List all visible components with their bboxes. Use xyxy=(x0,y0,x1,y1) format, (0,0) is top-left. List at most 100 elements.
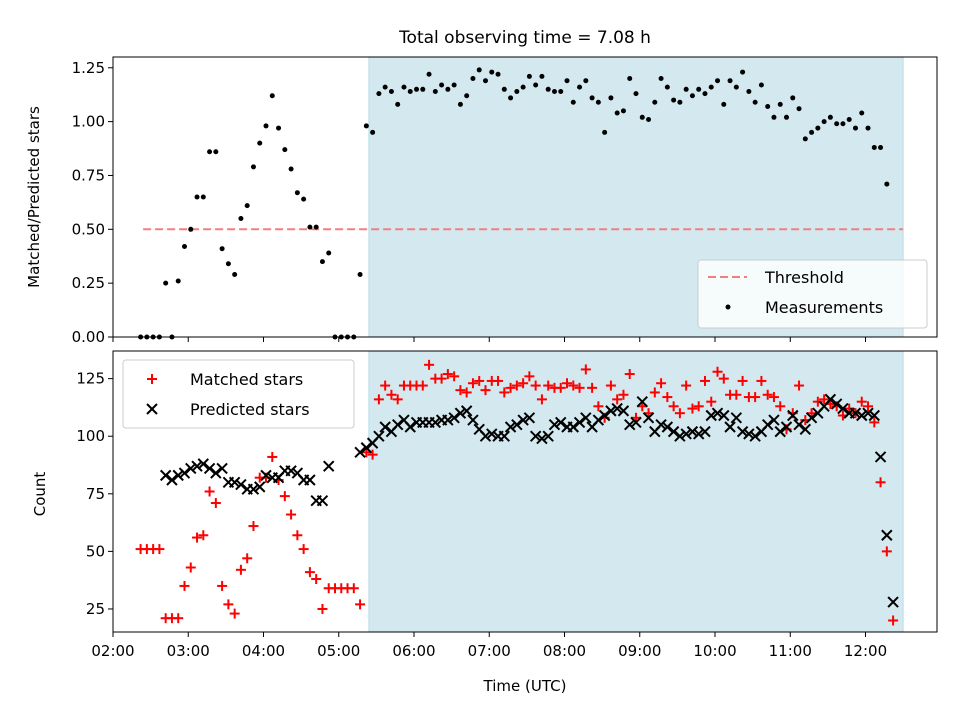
measurement-point xyxy=(777,101,783,107)
legend-matched-marker xyxy=(147,374,157,384)
matched-star-point xyxy=(593,401,604,412)
predicted-star-point xyxy=(247,483,260,495)
matched-star-point xyxy=(856,396,867,407)
measurement-point xyxy=(809,129,815,135)
measurement-point xyxy=(577,84,583,90)
predicted-star-point xyxy=(373,430,385,442)
matched-star-point xyxy=(292,530,303,541)
measurement-point xyxy=(821,119,827,125)
matched-star-point xyxy=(699,375,710,386)
matched-star-point xyxy=(179,580,190,591)
matched-star-point xyxy=(536,394,547,405)
measurement-point xyxy=(740,69,746,75)
measurement-point xyxy=(294,190,300,196)
measurement-point xyxy=(758,82,764,88)
matched-star-point xyxy=(649,387,660,398)
matched-star-point xyxy=(511,380,522,391)
matched-star-point xyxy=(204,486,215,497)
measurement-point xyxy=(752,99,758,105)
measurement-point xyxy=(520,84,526,90)
measurement-point xyxy=(715,78,721,84)
measurement-point xyxy=(395,101,401,107)
measurement-point xyxy=(238,216,244,222)
predicted-star-point xyxy=(529,430,542,442)
measurement-point xyxy=(470,76,476,82)
x-tick-label: 02:00 xyxy=(91,642,134,660)
predicted-star-point xyxy=(611,402,623,415)
ratio-y-tick-label: 0.25 xyxy=(72,274,105,292)
x-tick-label: 12:00 xyxy=(844,642,887,660)
matched-star-point xyxy=(618,389,629,400)
measurement-point xyxy=(859,110,865,116)
measurement-point xyxy=(420,86,426,92)
predicted-star-point xyxy=(617,405,630,417)
ratio-y-tick-label: 1.00 xyxy=(72,113,105,131)
measurement-point xyxy=(765,104,771,110)
measurement-point xyxy=(871,144,877,150)
predicted-star-point xyxy=(460,405,473,417)
predicted-star-point xyxy=(692,428,705,440)
count-y-tick-label: 100 xyxy=(76,427,105,445)
matched-star-point xyxy=(718,373,729,384)
measurement-point xyxy=(790,95,796,101)
predicted-star-point xyxy=(260,469,272,482)
matched-star-point xyxy=(674,408,685,419)
measurement-point xyxy=(225,261,231,267)
measurement-point xyxy=(200,194,206,200)
matched-star-point xyxy=(442,369,453,380)
measurement-point xyxy=(589,95,595,101)
predicted-star-point xyxy=(793,418,805,431)
measurement-point xyxy=(363,123,369,129)
predicted-star-point xyxy=(642,412,655,424)
matched-star-point xyxy=(568,380,579,391)
predicted-star-point xyxy=(856,409,868,422)
measurement-point xyxy=(232,272,238,278)
predicted-star-point xyxy=(379,421,391,433)
measurement-point xyxy=(646,116,652,122)
matched-star-point xyxy=(311,574,322,585)
predicted-star-point xyxy=(830,398,843,410)
matched-star-point xyxy=(436,373,447,384)
matched-star-point xyxy=(518,378,529,389)
measurement-point xyxy=(683,86,689,92)
matched-star-point xyxy=(223,599,234,610)
matched-star-point xyxy=(869,417,880,428)
predicted-star-point xyxy=(235,478,247,491)
matched-star-point xyxy=(662,392,673,403)
predicted-star-point xyxy=(555,416,567,429)
matched-star-point xyxy=(474,375,485,386)
predicted-star-point xyxy=(429,416,442,429)
matched-star-point xyxy=(555,382,566,393)
matched-star-point xyxy=(298,544,309,555)
matched-star-point xyxy=(373,394,384,405)
measurement-point xyxy=(846,116,852,122)
predicted-star-point xyxy=(185,462,197,475)
measurement-point xyxy=(802,136,808,142)
measurement-point xyxy=(746,88,752,94)
measurement-point xyxy=(852,125,858,131)
predicted-star-point xyxy=(824,393,837,406)
predicted-star-point xyxy=(724,421,736,433)
matched-star-point xyxy=(480,385,491,396)
measurement-point xyxy=(733,84,739,90)
measurement-point xyxy=(696,86,702,92)
matched-star-point xyxy=(687,403,698,414)
x-tick-label: 04:00 xyxy=(242,642,285,660)
measurement-point xyxy=(426,71,432,77)
matched-star-point xyxy=(750,392,761,403)
measurement-point xyxy=(244,203,250,209)
measurement-point xyxy=(263,123,269,129)
predicted-star-point xyxy=(730,412,743,424)
measurement-point xyxy=(414,86,420,92)
count-y-tick-label: 75 xyxy=(86,485,105,503)
predicted-star-point xyxy=(159,469,172,482)
predicted-star-point xyxy=(479,430,492,442)
predicted-star-point xyxy=(210,467,222,479)
measurement-point xyxy=(602,129,608,135)
matched-star-point xyxy=(775,401,786,412)
predicted-star-point xyxy=(316,495,329,507)
predicted-star-point xyxy=(774,425,786,438)
predicted-star-point xyxy=(548,418,561,431)
matched-star-point xyxy=(461,387,472,398)
